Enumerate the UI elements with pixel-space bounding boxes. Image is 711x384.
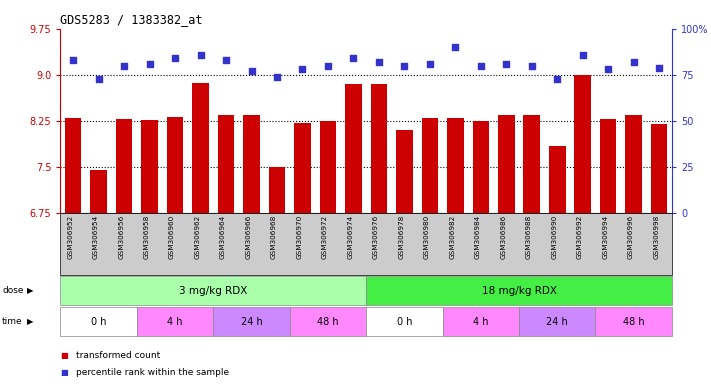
Text: 24 h: 24 h [240, 316, 262, 327]
Bar [447, 118, 464, 213]
Bar [141, 120, 158, 213]
Bar [345, 84, 362, 213]
Text: GSM306958: GSM306958 [144, 215, 149, 259]
Text: GSM306990: GSM306990 [551, 215, 557, 259]
Text: GSM306998: GSM306998 [653, 215, 659, 259]
Bar [243, 115, 260, 213]
Text: ▶: ▶ [27, 317, 33, 326]
Text: 3 mg/kg RDX: 3 mg/kg RDX [179, 286, 247, 296]
Text: GSM306978: GSM306978 [398, 215, 405, 259]
Text: GSM306994: GSM306994 [602, 215, 608, 259]
Text: dose: dose [2, 286, 23, 295]
Text: GSM306954: GSM306954 [92, 215, 99, 259]
Text: GSM306972: GSM306972 [322, 215, 328, 259]
Bar [116, 119, 132, 213]
Bar [218, 116, 235, 213]
Point [552, 76, 563, 82]
Text: GSM306962: GSM306962 [195, 215, 201, 259]
Point [68, 57, 79, 63]
Point [602, 66, 614, 73]
Text: percentile rank within the sample: percentile rank within the sample [76, 368, 229, 377]
Bar [549, 146, 565, 213]
Text: 18 mg/kg RDX: 18 mg/kg RDX [481, 286, 557, 296]
Point [577, 51, 589, 58]
Text: 0 h: 0 h [397, 316, 412, 327]
Point [195, 51, 206, 58]
Bar [651, 124, 668, 213]
Text: GSM306984: GSM306984 [475, 215, 481, 259]
Text: GDS5283 / 1383382_at: GDS5283 / 1383382_at [60, 13, 203, 26]
Point [93, 76, 105, 82]
Text: 4 h: 4 h [473, 316, 488, 327]
Bar [192, 83, 209, 213]
Text: 0 h: 0 h [91, 316, 107, 327]
Text: GSM306970: GSM306970 [296, 215, 302, 259]
Point [322, 63, 333, 69]
Bar [626, 116, 642, 213]
Point [220, 57, 232, 63]
Bar [269, 167, 285, 213]
Point [348, 55, 359, 61]
Text: 48 h: 48 h [317, 316, 338, 327]
Point [653, 65, 665, 71]
Point [169, 55, 181, 61]
Text: ■: ■ [60, 351, 68, 360]
Bar [600, 119, 616, 213]
Bar [65, 118, 82, 213]
Text: transformed count: transformed count [76, 351, 160, 360]
Text: GSM306956: GSM306956 [118, 215, 124, 259]
Text: GSM306966: GSM306966 [245, 215, 252, 259]
Bar [370, 84, 387, 213]
Text: 48 h: 48 h [623, 316, 644, 327]
Point [475, 63, 486, 69]
Bar [498, 116, 515, 213]
Bar [422, 118, 438, 213]
Point [373, 59, 385, 65]
Text: GSM306952: GSM306952 [67, 215, 73, 259]
Text: ▶: ▶ [27, 286, 33, 295]
Bar [167, 117, 183, 213]
Text: GSM306986: GSM306986 [501, 215, 506, 259]
Text: time: time [2, 317, 23, 326]
Point [119, 63, 130, 69]
Text: GSM306976: GSM306976 [373, 215, 379, 259]
Bar [574, 75, 591, 213]
Point [628, 59, 639, 65]
Bar [90, 170, 107, 213]
Text: GSM306982: GSM306982 [449, 215, 455, 259]
Text: GSM306968: GSM306968 [271, 215, 277, 259]
Bar [294, 123, 311, 213]
Point [449, 44, 461, 50]
Text: GSM306960: GSM306960 [169, 215, 175, 259]
Point [526, 63, 538, 69]
Text: GSM306988: GSM306988 [525, 215, 532, 259]
Point [399, 63, 410, 69]
Point [246, 68, 257, 74]
Text: GSM306980: GSM306980 [424, 215, 430, 259]
Text: GSM306974: GSM306974 [348, 215, 353, 259]
Text: GSM306992: GSM306992 [577, 215, 583, 259]
Bar [320, 121, 336, 213]
Bar [523, 116, 540, 213]
Point [424, 61, 436, 67]
Bar [396, 130, 412, 213]
Text: ■: ■ [60, 368, 68, 377]
Bar [473, 121, 489, 213]
Point [272, 74, 283, 80]
Text: GSM306964: GSM306964 [220, 215, 226, 259]
Text: 4 h: 4 h [167, 316, 183, 327]
Point [501, 61, 512, 67]
Text: GSM306996: GSM306996 [628, 215, 634, 259]
Text: 24 h: 24 h [546, 316, 568, 327]
Point [296, 66, 308, 73]
Point [144, 61, 155, 67]
